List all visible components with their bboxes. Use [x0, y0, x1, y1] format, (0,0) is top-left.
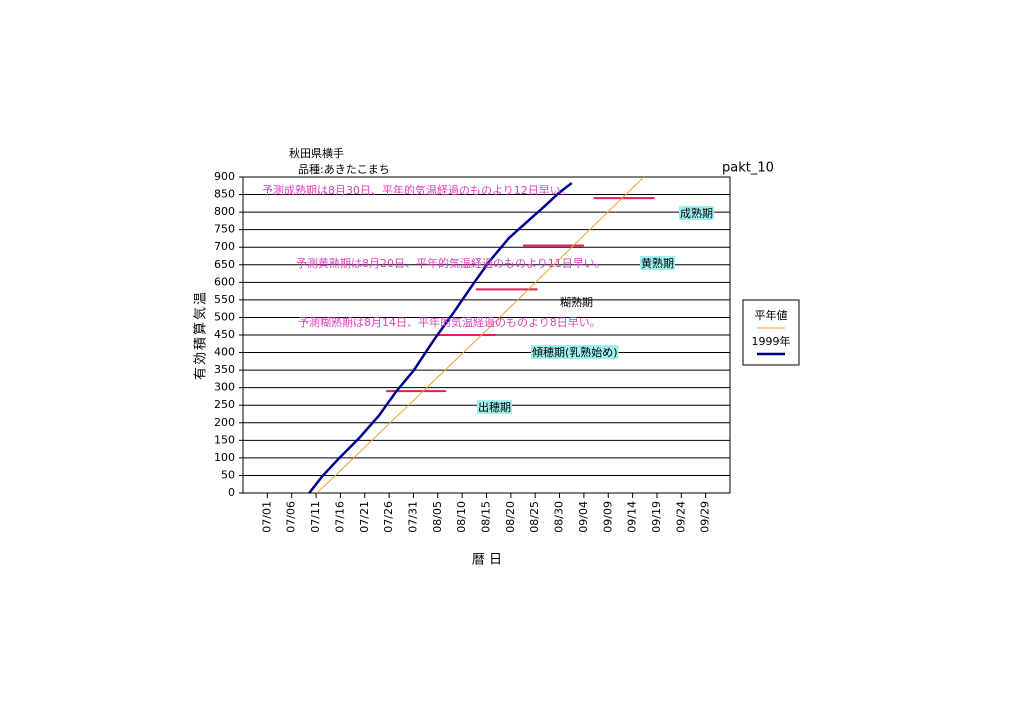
annotation: 予測成熟期は8月30日、平年的気温経過のものより12日早い。: [262, 183, 572, 197]
x-tick-label: 08/25: [528, 501, 541, 533]
chart-title: 秋田県横手: [289, 146, 344, 160]
x-tick-label: 09/09: [601, 501, 614, 533]
y-axis-label: 有効積算気温: [193, 290, 209, 380]
stage-label-bg: [679, 206, 714, 220]
y-tick-label: 450: [214, 328, 235, 341]
x-tick-label: 07/21: [358, 501, 371, 533]
stage-label: 成熟期: [680, 206, 713, 220]
y-tick-label: 150: [214, 433, 235, 446]
stage-label: 糊熟期: [560, 295, 593, 309]
y-tick-label: 700: [214, 240, 235, 253]
x-tick-label: 07/11: [309, 501, 322, 533]
y-tick-label: 500: [214, 310, 235, 323]
legend-label: 平年値: [755, 308, 788, 322]
x-tick-label: 07/01: [260, 501, 273, 533]
y-tick-label: 50: [221, 468, 235, 481]
stage-label-bg: [477, 400, 512, 414]
series-line: [308, 181, 573, 494]
x-tick-label: 09/29: [699, 501, 712, 533]
x-tick-label: 07/31: [406, 501, 419, 533]
x-tick-label: 08/10: [455, 501, 468, 533]
x-tick-label: 08/15: [480, 501, 493, 533]
chart-code: pakt_10: [722, 161, 774, 176]
y-tick-label: 800: [214, 205, 235, 218]
x-tick-label: 09/24: [674, 501, 687, 533]
x-tick-label: 09/19: [650, 501, 663, 533]
x-tick-label: 08/05: [431, 501, 444, 533]
y-tick-label: 400: [214, 346, 235, 359]
x-tick-label: 09/04: [577, 501, 590, 533]
x-tick-label: 07/16: [333, 501, 346, 533]
y-tick-label: 750: [214, 223, 235, 236]
x-tick-label: 07/26: [382, 501, 395, 533]
stage-label: 傾穂期(乳熟始め): [532, 345, 618, 359]
legend-label: 1999年: [752, 334, 791, 348]
y-tick-label: 900: [214, 170, 235, 183]
y-tick-label: 300: [214, 381, 235, 394]
annotation: 予測黄熟期は8月20日、平年的気温経過のものより11日早い。: [296, 256, 606, 270]
annotation: 予測糊熟期は8月14日、平年的気温経過のものより8日早い。: [298, 315, 601, 329]
x-axis-label: 暦 日: [472, 553, 502, 568]
y-tick-label: 0: [228, 486, 235, 499]
x-tick-label: 07/06: [285, 501, 298, 533]
y-tick-label: 650: [214, 258, 235, 271]
stage-label: 黄熟期: [641, 256, 674, 270]
y-tick-label: 200: [214, 416, 235, 429]
y-tick-label: 250: [214, 398, 235, 411]
stage-label: 出穂期: [478, 400, 511, 414]
x-tick-label: 08/20: [504, 501, 517, 533]
x-tick-label: 09/14: [626, 501, 639, 533]
chart-subtitle: 品種:あきたこまち: [298, 162, 390, 176]
y-tick-label: 100: [214, 451, 235, 464]
y-tick-label: 850: [214, 188, 235, 201]
series-line: [316, 176, 645, 494]
y-tick-label: 350: [214, 363, 235, 376]
stage-label-bg: [640, 256, 675, 270]
y-tick-label: 600: [214, 275, 235, 288]
stage-label-bg: [531, 345, 619, 359]
x-tick-label: 08/30: [553, 501, 566, 533]
y-tick-label: 550: [214, 293, 235, 306]
